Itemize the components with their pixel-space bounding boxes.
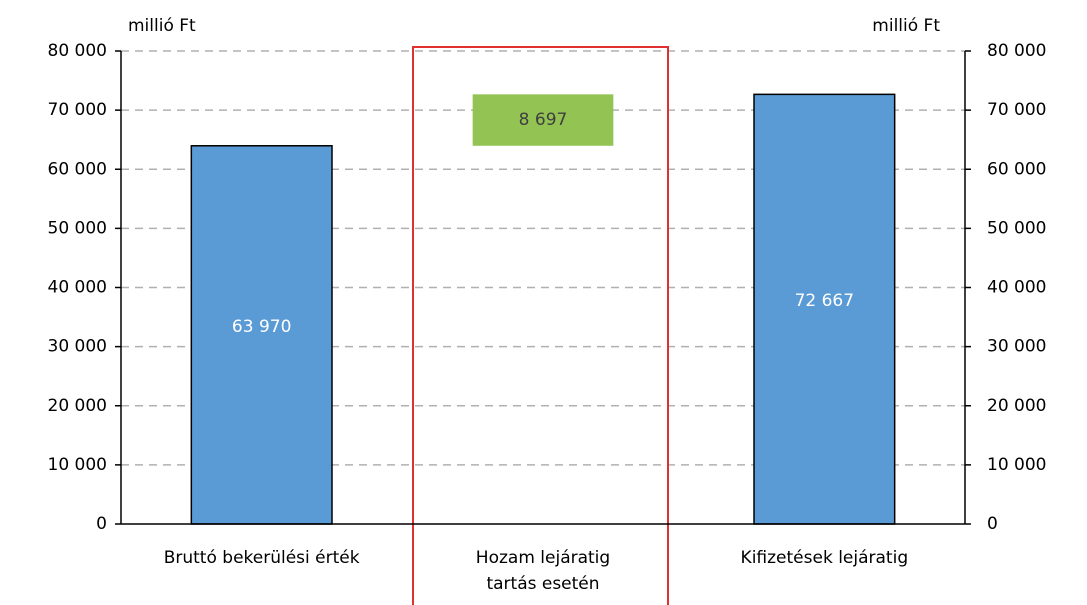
y-tick-label: 30 000 xyxy=(48,337,107,357)
y2-tick-label: 10 000 xyxy=(987,455,1046,475)
y2-tick-label: 20 000 xyxy=(987,396,1046,416)
x-tick-label: Hozam lejáratig tartás esetén xyxy=(475,548,611,594)
y2-tick-label: 0 xyxy=(987,514,998,534)
y2-tick-label: 30 000 xyxy=(987,337,1046,357)
highlight-box xyxy=(412,46,669,605)
y2-tick-label: 40 000 xyxy=(987,278,1046,298)
y-axis-title: millió Ft xyxy=(128,16,196,36)
y-tick-label: 10 000 xyxy=(48,455,107,475)
y-tick-label: 70 000 xyxy=(48,100,107,120)
x-tick-label: Kifizetések lejáratig xyxy=(740,548,909,568)
y-tick-label: 50 000 xyxy=(48,218,107,238)
bar xyxy=(190,145,333,525)
y-tick-label: 40 000 xyxy=(48,278,107,298)
y-tick-label: 80 000 xyxy=(48,41,107,61)
y2-tick-label: 50 000 xyxy=(987,218,1046,238)
value-label: 63 970 xyxy=(232,317,291,337)
y2-tick-label: 70 000 xyxy=(987,100,1046,120)
y-tick-label: 60 000 xyxy=(48,159,107,179)
value-label: 72 667 xyxy=(795,291,854,311)
y-tick-label: 20 000 xyxy=(48,396,107,416)
x-tick-label: Bruttó bekerülési érték xyxy=(163,548,360,568)
y2-tick-label: 80 000 xyxy=(987,41,1046,61)
y2-tick-label: 60 000 xyxy=(987,159,1046,179)
value-label: 8 697 xyxy=(519,110,568,130)
y-tick-label: 0 xyxy=(96,514,107,534)
y2-axis-title: millió Ft xyxy=(872,16,940,36)
bar xyxy=(472,94,614,146)
bar xyxy=(753,93,896,525)
